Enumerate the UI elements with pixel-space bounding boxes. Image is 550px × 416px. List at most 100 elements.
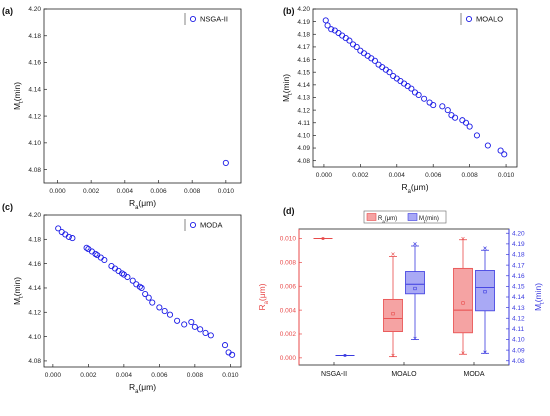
y-axis-label: Mt(min): [12, 82, 25, 110]
legend-swatch: [366, 213, 377, 221]
right-tick-label: 4.18: [512, 252, 525, 259]
category-label: NSGA-II: [321, 371, 347, 378]
data-point: [375, 61, 382, 68]
box-extreme-marker: [391, 353, 395, 358]
y-tick-label: 4.09: [297, 145, 310, 152]
y-tick-label: 4.20: [28, 212, 41, 219]
data-point: [222, 159, 229, 166]
data-point: [188, 318, 195, 326]
y-tick-label: 4.10: [297, 133, 310, 140]
box-mean-marker: [461, 301, 465, 305]
x-tick-label: 0.008: [184, 188, 201, 195]
data-point: [145, 294, 152, 301]
data-point: [459, 117, 466, 124]
right-tick-label: 4.14: [512, 294, 525, 301]
plot-frame: [43, 214, 242, 368]
data-point: [65, 233, 72, 240]
data-point: [119, 270, 126, 277]
y-tick-label: 4.16: [28, 261, 41, 268]
scatter-panel-2: (c) 0.000 0.002 0.004 0.006 0.008 0.010 4.08 4.1…: [2, 202, 242, 395]
data-point: [390, 72, 397, 80]
x-axis-label: Ra(μm): [401, 182, 428, 195]
box-extreme-marker: [413, 336, 417, 341]
x-tick-label: 0.004: [389, 172, 406, 179]
right-tick-label: 4.20: [512, 230, 525, 237]
y-axis-label: Mt(min): [281, 74, 294, 102]
box-extreme-marker: [483, 350, 487, 354]
data-point: [69, 235, 76, 242]
right-tick-label: 4.12: [512, 315, 525, 322]
data-point: [452, 114, 459, 121]
data-point: [339, 32, 346, 39]
y-tick-label: 4.12: [28, 113, 41, 120]
data-point: [124, 273, 131, 281]
box-mean-marker: [321, 237, 325, 240]
x-tick-label: 0.002: [83, 188, 100, 195]
x-tick-label: 0.002: [80, 372, 97, 379]
y-tick-label: 4.18: [297, 31, 310, 38]
data-point: [439, 103, 446, 110]
plot-frame: [43, 8, 242, 184]
x-axis-label: Ra(μm): [129, 198, 156, 211]
data-point: [174, 317, 181, 324]
y-tick-label: 4.14: [297, 82, 310, 89]
data-point: [466, 123, 473, 130]
left-tick-label: 0.006: [280, 283, 297, 290]
box-mean-marker: [483, 290, 487, 294]
data-point: [202, 329, 209, 337]
legend-label: Ra(μm): [378, 216, 397, 224]
data-point: [473, 132, 480, 139]
box-panel: (d) 0.000 0.002 0.004 0.006 0.008 0.010 4.08 4.0…: [257, 206, 546, 378]
data-point: [191, 323, 198, 330]
right-tick-label: 4.13: [512, 305, 525, 312]
data-point: [342, 35, 349, 42]
data-point: [393, 75, 400, 82]
y-tick-label: 4.12: [297, 107, 310, 114]
box-mean-marker: [391, 312, 395, 316]
data-point: [207, 332, 214, 339]
data-point: [353, 43, 360, 50]
y-tick-label: 4.11: [298, 120, 311, 127]
y-tick-label: 4.08: [28, 358, 41, 365]
data-point: [161, 308, 168, 315]
scatter-panel-0: (a) 0.000 0.002 0.004 0.006 0.008 0.010 4.08 4.1…: [2, 6, 242, 211]
x-tick-label: 0.000: [316, 172, 333, 179]
x-tick-label: 0.004: [116, 372, 133, 379]
panel-tag: (c): [2, 202, 13, 212]
right-tick-label: 4.10: [512, 337, 525, 344]
box-extreme-marker: [461, 351, 465, 355]
y-tick-label: 4.10: [28, 140, 41, 147]
data-point: [166, 311, 174, 318]
y-axis-label: Mt(min): [12, 277, 25, 305]
data-point: [401, 80, 408, 87]
left-tick-label: 0.002: [280, 331, 297, 338]
box-extreme-marker: [483, 246, 487, 250]
box-mean-marker: [343, 354, 347, 357]
data-point: [136, 283, 143, 290]
panel-tag: (b): [283, 6, 295, 16]
right-tick-label: 4.08: [512, 358, 525, 365]
box-mean-marker: [413, 286, 417, 291]
data-point: [324, 22, 331, 29]
left-tick-label: 0.000: [280, 355, 297, 362]
legend-marker: [189, 221, 197, 229]
box-body: [453, 267, 473, 334]
data-point: [360, 50, 368, 57]
x-tick-label: 0.006: [151, 372, 168, 379]
data-point: [386, 69, 393, 76]
data-point: [129, 277, 136, 284]
data-point: [328, 26, 335, 33]
left-tick-label: 0.010: [280, 236, 297, 243]
data-point: [426, 99, 433, 106]
legend-marker: [189, 15, 197, 23]
box-body: [383, 298, 403, 332]
legend-label: MOALO: [476, 15, 503, 24]
x-tick-label: 0.008: [462, 172, 479, 179]
y-tick-label: 4.16: [28, 60, 41, 67]
data-point: [221, 342, 229, 349]
y-tick-label: 4.20: [297, 6, 310, 13]
x-tick-label: 0.000: [45, 372, 62, 379]
data-point: [322, 17, 329, 24]
data-point: [101, 256, 108, 264]
